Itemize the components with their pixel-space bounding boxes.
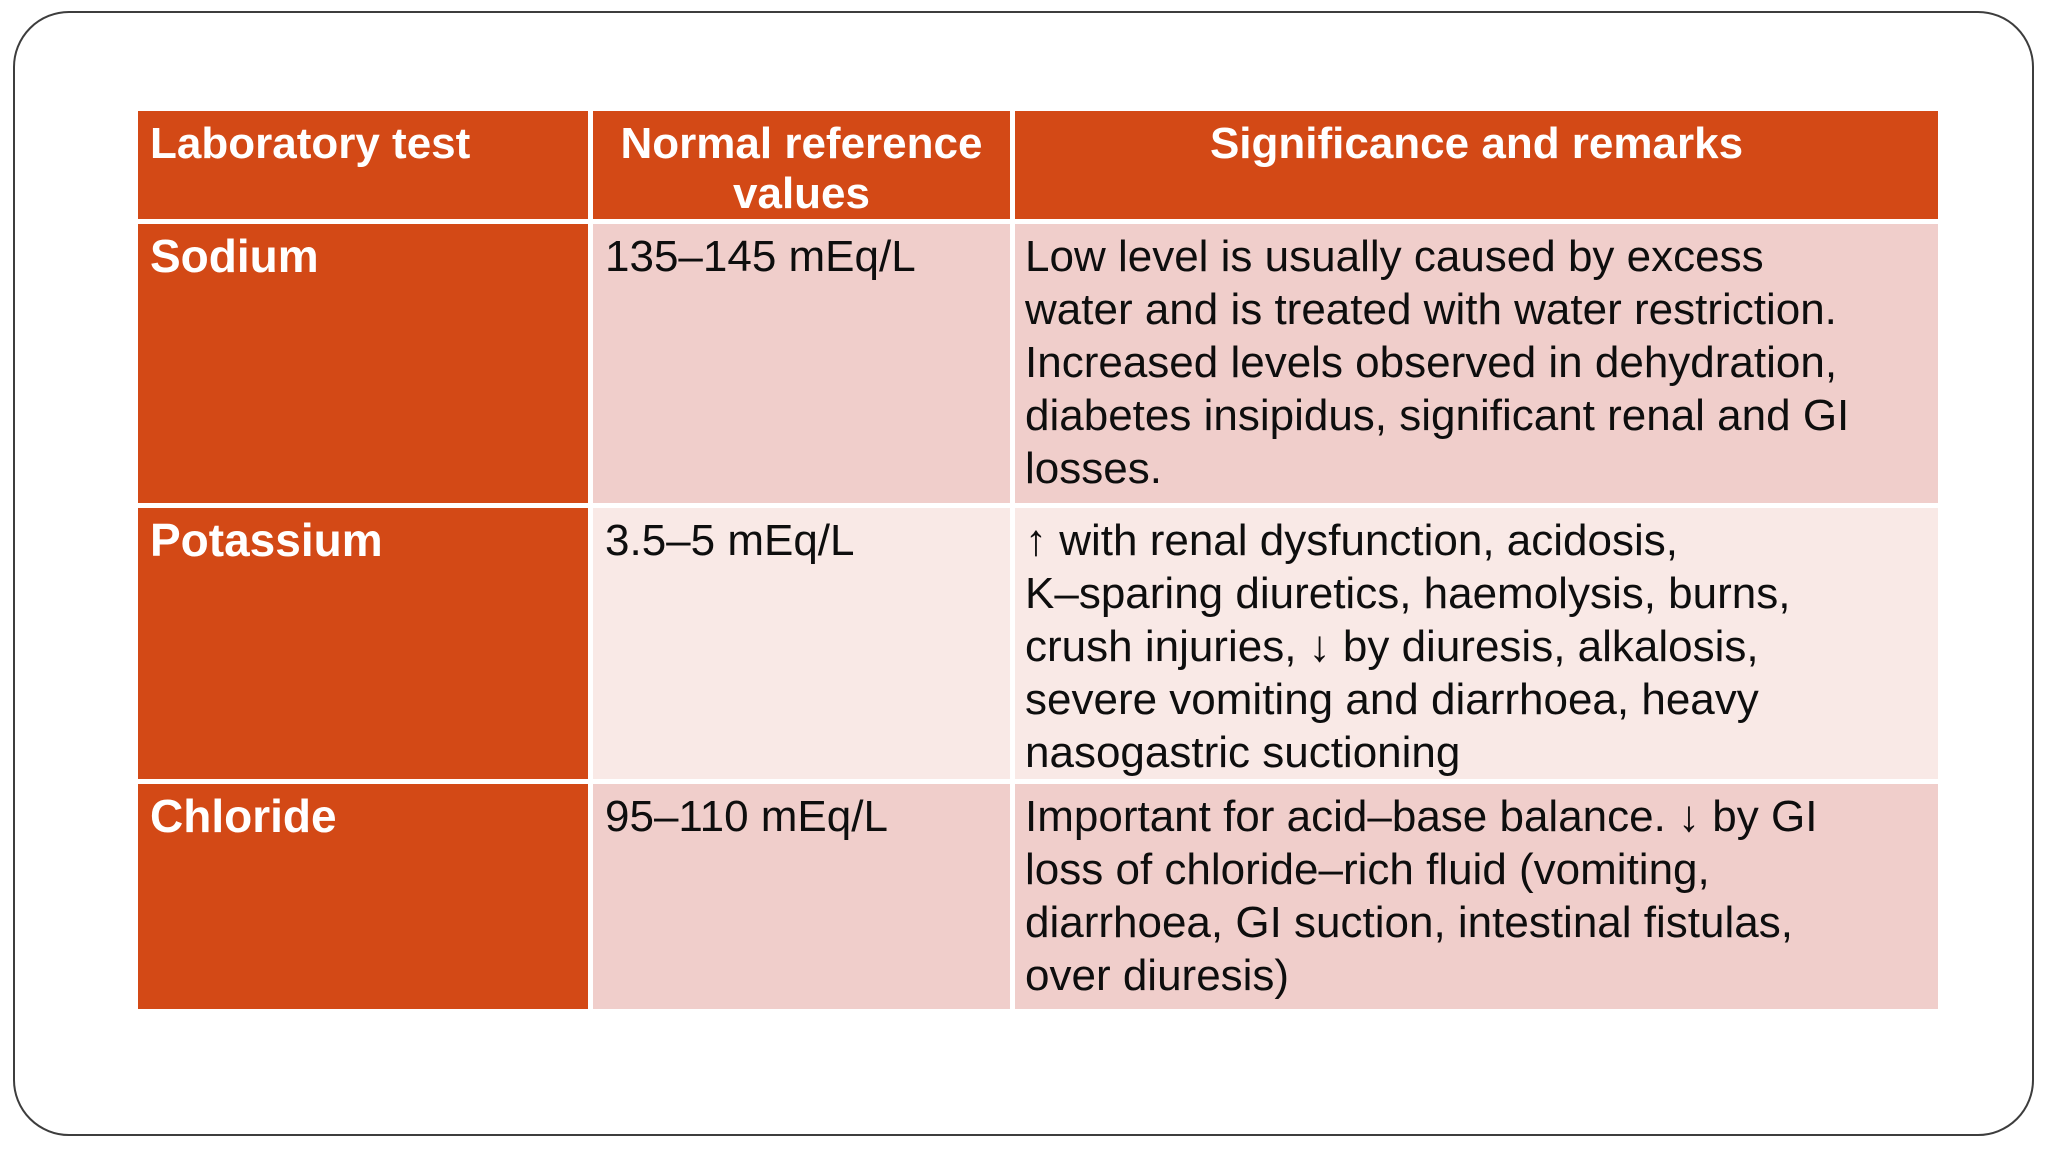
reference-range-cell: 95–110 mEq/L [593,784,1015,1009]
reference-range-cell: 135–145 mEq/L [593,224,1015,508]
table-row-sodium: Sodium 135–145 mEq/L Low level is usuall… [138,224,1938,508]
test-name-cell: Potassium [138,508,593,784]
slide-card: Laboratory test Normal reference values … [13,11,2034,1136]
reference-range-cell: 3.5–5 mEq/L [593,508,1015,784]
lab-values-table: Laboratory test Normal reference values … [138,111,1938,1009]
remarks-cell: Low level is usually caused by excess wa… [1015,224,1938,508]
test-name-cell: Chloride [138,784,593,1009]
col-header-significance-and-remarks: Significance and remarks [1015,111,1938,224]
remarks-cell: Important for acid–base balance. ↓ by GI… [1015,784,1938,1009]
test-name-cell: Sodium [138,224,593,508]
header-row: Laboratory test Normal reference values … [138,111,1938,224]
table-row-potassium: Potassium 3.5–5 mEq/L ↑ with renal dysfu… [138,508,1938,784]
col-header-normal-reference-values: Normal reference values [593,111,1015,224]
remarks-cell: ↑ with renal dysfunction, acidosis, K–sp… [1015,508,1938,784]
table-row-chloride: Chloride 95–110 mEq/L Important for acid… [138,784,1938,1009]
col-header-laboratory-test: Laboratory test [138,111,593,224]
